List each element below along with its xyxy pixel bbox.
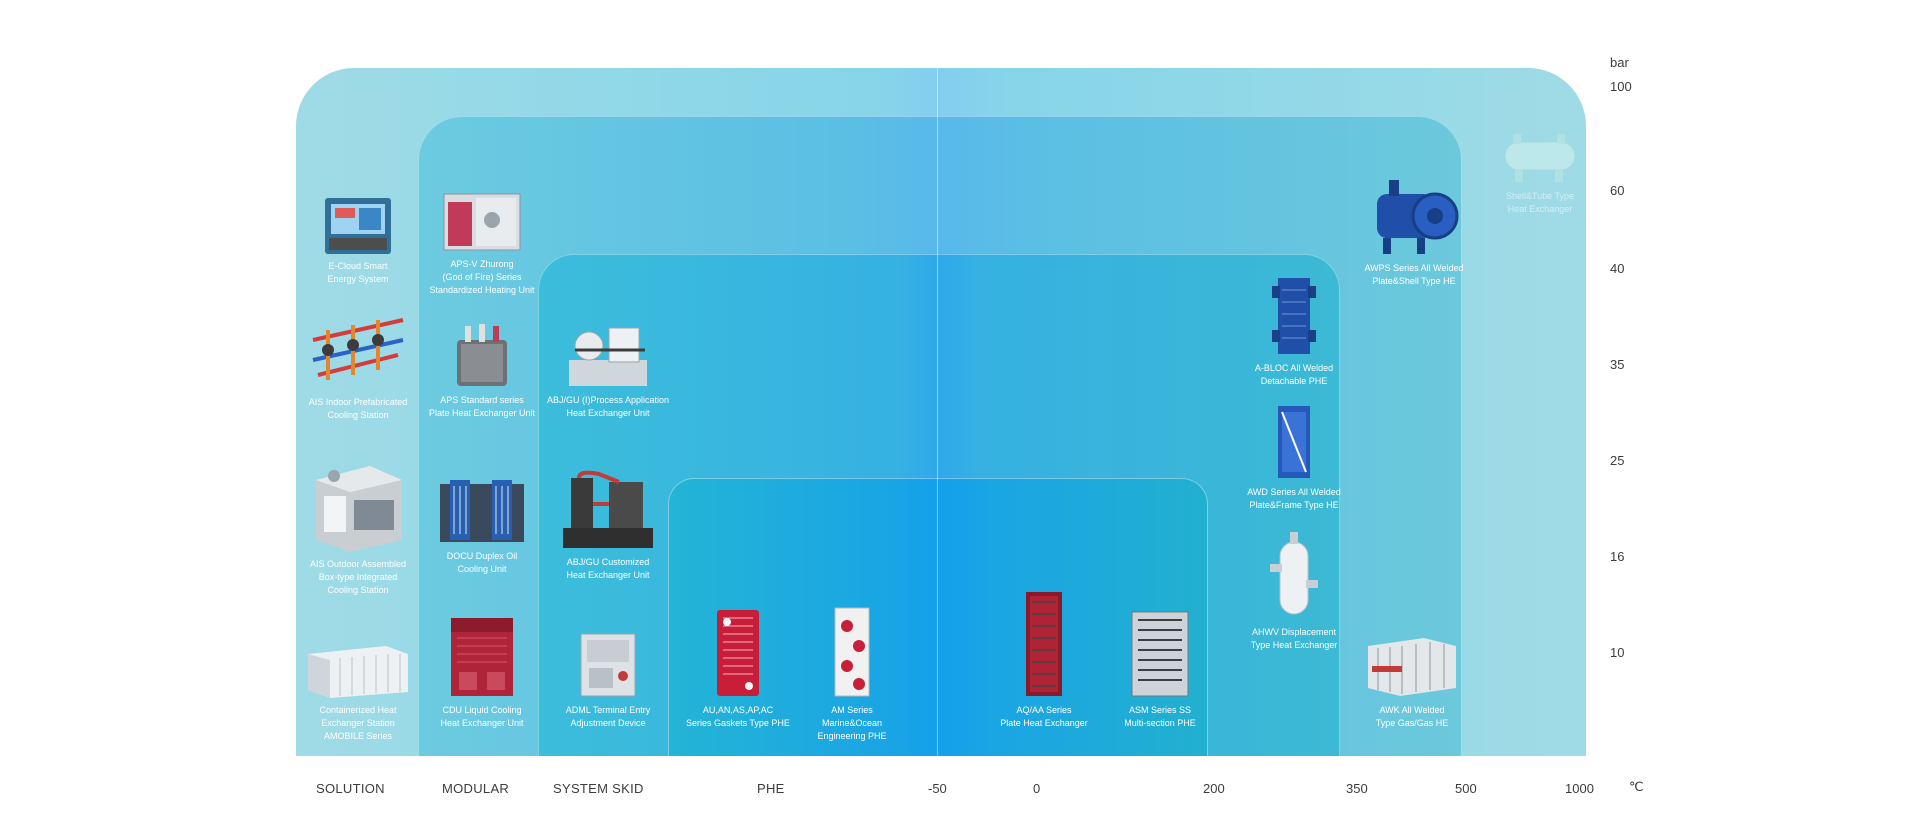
category-system-skid: SYSTEM SKID [553,781,644,796]
product-asm-series[interactable]: ASM Series SS Multi-section PHE [1090,606,1230,730]
ahwv-label: AHWV Displacement Type Heat Exchanger [1250,627,1338,650]
adml-label: ADML Terminal Entry Adjustment Device [565,705,651,728]
container-image [306,640,410,700]
abj-process-image [565,320,651,390]
asm-series-label: ASM Series SS Multi-section PHE [1124,705,1196,728]
shell-tube-image [1497,130,1583,186]
product-aq-series[interactable]: AQ/AA Series Plate Heat Exchanger [974,588,1114,730]
product-ecloud[interactable]: E-Cloud Smart Energy System [288,196,428,286]
product-cdu[interactable]: CDU Liquid Cooling Heat Exchanger Unit [412,614,552,730]
product-abj-process[interactable]: ABJ/GU (I)Process Application Heat Excha… [538,320,678,420]
product-aps[interactable]: APS Standard series Plate Heat Exchanger… [412,322,552,420]
product-awd[interactable]: AWD Series All Welded Plate&Frame Type H… [1224,402,1364,512]
shell-tube-label: Shell&Tube Type Heat Exchanger [1505,191,1575,214]
pressure-tick-25: 25 [1610,453,1625,468]
au-series-image [711,606,765,700]
product-abj-custom[interactable]: ABJ/GU Customized Heat Exchanger Unit [538,468,678,582]
pressure-tick-60: 60 [1610,183,1625,198]
product-abloc[interactable]: A-BLOC All Welded Detachable PHE [1224,272,1364,388]
asm-series-image [1126,606,1194,700]
pressure-tick-100: 100 [1610,79,1632,94]
awk-label: AWK All Welded Type Gas/Gas HE [1375,705,1449,728]
abj-custom-image [559,468,657,552]
ecloud-image [323,196,393,256]
abloc-label: A-BLOC All Welded Detachable PHE [1254,363,1334,386]
am-series-image [827,604,877,700]
pressure-unit: bar [1610,55,1629,70]
abj-custom-label: ABJ/GU Customized Heat Exchanger Unit [566,557,650,580]
product-ahwv[interactable]: AHWV Displacement Type Heat Exchanger [1224,530,1364,652]
ais-indoor-image [308,300,408,392]
product-apsv[interactable]: APS-V Zhurong (God of Fire) Series Stand… [412,188,552,297]
product-awps[interactable]: AWPS Series All Welded Plate&Shell Type … [1344,174,1484,288]
ais-outdoor-image [310,460,406,554]
temperature-tick-350: 350 [1346,781,1368,796]
awps-label: AWPS Series All Welded Plate&Shell Type … [1364,263,1464,286]
product-docu[interactable]: DOCU Duplex Oil Cooling Unit [412,476,552,576]
ahwv-image [1266,530,1322,622]
category-modular: MODULAR [442,781,510,796]
awd-image [1268,402,1320,482]
category-phe: PHE [757,781,785,796]
aq-series-image [1018,588,1070,700]
product-awk[interactable]: AWK All Welded Type Gas/Gas HE [1342,632,1482,730]
temperature-tick-200: 200 [1203,781,1225,796]
aps-image [451,322,513,390]
ais-outdoor-label: AIS Outdoor Assembled Box-type Integrate… [309,559,407,595]
temperature-tick-minus-50: -50 [928,781,947,796]
zero-temperature-divider [937,68,938,756]
product-container[interactable]: Containerized Heat Exchanger Station AMO… [288,640,428,743]
temperature-tick-500: 500 [1455,781,1477,796]
abloc-image [1268,272,1320,358]
awps-image [1369,174,1459,258]
temperature-tick-0: 0 [1033,781,1041,796]
temperature-unit: ℃ [1629,779,1644,794]
product-shell-tube[interactable]: Shell&Tube Type Heat Exchanger [1470,130,1610,216]
product-ais-outdoor[interactable]: AIS Outdoor Assembled Box-type Integrate… [288,460,428,597]
au-series-label: AU,AN,AS,AP,AC Series Gaskets Type PHE [686,705,790,728]
apsv-image [440,188,524,254]
pressure-tick-40: 40 [1610,261,1625,276]
awk-image [1364,632,1460,700]
cdu-label: CDU Liquid Cooling Heat Exchanger Unit [440,705,524,728]
ecloud-label: E-Cloud Smart Energy System [327,261,389,284]
pressure-tick-10: 10 [1610,645,1625,660]
aps-label: APS Standard series Plate Heat Exchanger… [428,395,536,418]
apsv-label: APS-V Zhurong (God of Fire) Series Stand… [429,259,535,295]
docu-image [436,476,528,546]
temperature-tick-1000: 1000 [1565,781,1594,796]
adml-image [575,628,641,700]
container-label: Containerized Heat Exchanger Station AMO… [319,705,397,741]
ais-indoor-label: AIS Indoor Prefabricated Cooling Station [308,397,408,420]
docu-label: DOCU Duplex Oil Cooling Unit [446,551,518,574]
product-ais-indoor[interactable]: AIS Indoor Prefabricated Cooling Station [288,300,428,422]
awd-label: AWD Series All Welded Plate&Frame Type H… [1247,487,1341,510]
product-am-series[interactable]: AM Series Marine&Ocean Engineering PHE [782,604,922,743]
product-au-series[interactable]: AU,AN,AS,AP,AC Series Gaskets Type PHE [668,606,808,730]
category-solution: SOLUTION [316,781,385,796]
pressure-tick-16: 16 [1610,549,1625,564]
abj-process-label: ABJ/GU (I)Process Application Heat Excha… [546,395,670,418]
am-series-label: AM Series Marine&Ocean Engineering PHE [817,705,887,741]
cdu-image [445,614,519,700]
product-adml[interactable]: ADML Terminal Entry Adjustment Device [538,628,678,730]
aq-series-label: AQ/AA Series Plate Heat Exchanger [1000,705,1088,728]
pressure-tick-35: 35 [1610,357,1625,372]
